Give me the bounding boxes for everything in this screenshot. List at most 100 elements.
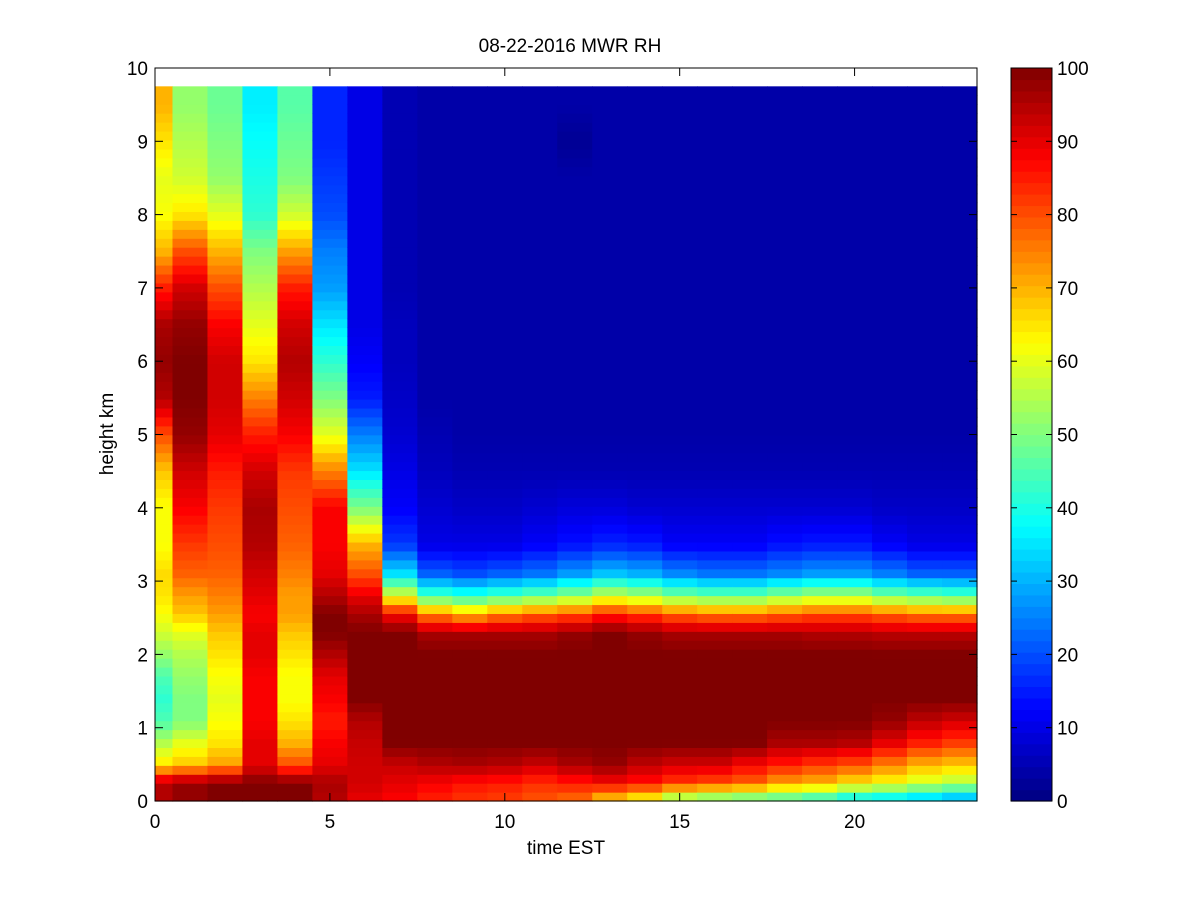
heatmap-cell — [557, 309, 593, 320]
heatmap-cell — [662, 327, 698, 338]
heatmap-cell — [452, 613, 488, 623]
heatmap-cell — [942, 425, 978, 436]
heatmap-cell — [172, 533, 209, 543]
heatmap-cell — [522, 372, 558, 382]
heatmap-cell — [942, 86, 978, 96]
heatmap-cell — [207, 264, 244, 275]
heatmap-cell — [172, 390, 209, 400]
heatmap-cell — [767, 684, 803, 695]
heatmap-cell — [207, 515, 244, 525]
heatmap-cell — [277, 256, 314, 266]
colorbar-band — [1011, 102, 1052, 115]
heatmap-cell — [207, 193, 244, 204]
heatmap-cell — [242, 175, 279, 186]
heatmap-cell — [767, 711, 803, 722]
heatmap-cell — [522, 595, 558, 606]
heatmap-cell — [627, 130, 663, 141]
heatmap-cell — [662, 747, 698, 757]
heatmap-cell — [417, 390, 453, 400]
heatmap-cell — [872, 193, 908, 204]
heatmap-cell — [207, 104, 244, 114]
heatmap-cell — [697, 550, 733, 561]
heatmap-cell — [487, 461, 523, 472]
heatmap-cell — [627, 738, 663, 748]
heatmap-cell — [242, 452, 279, 463]
heatmap-cell — [942, 175, 978, 186]
heatmap-cell — [557, 550, 593, 561]
heatmap-cell — [767, 756, 803, 766]
heatmap-cell — [172, 86, 209, 96]
heatmap-cell — [872, 479, 908, 489]
heatmap-cell — [242, 229, 279, 239]
heatmap-cell — [592, 711, 628, 722]
heatmap-cell — [802, 95, 838, 105]
heatmap-cell — [732, 318, 768, 329]
heatmap-cell — [942, 300, 978, 311]
heatmap-cell — [522, 291, 558, 302]
heatmap-cell — [767, 720, 803, 731]
heatmap-cell — [802, 113, 838, 123]
heatmap-cell — [382, 399, 418, 409]
heatmap-cell — [417, 148, 453, 159]
heatmap-cell — [592, 273, 628, 284]
heatmap-cell — [277, 202, 314, 212]
heatmap-cell — [312, 479, 348, 489]
heatmap-cell — [837, 229, 873, 239]
heatmap-cell — [242, 247, 279, 257]
heatmap-cell — [697, 675, 733, 686]
heatmap-cell — [802, 479, 838, 489]
heatmap-cell — [837, 506, 873, 516]
heatmap-cell — [697, 470, 733, 480]
colorbar-band — [1011, 331, 1052, 344]
heatmap-cell — [487, 399, 523, 409]
heatmap-cell — [627, 684, 663, 695]
heatmap-cell — [942, 238, 978, 248]
heatmap-cell — [452, 130, 488, 141]
heatmap-cell — [592, 130, 628, 141]
heatmap-cell — [662, 774, 698, 784]
heatmap-cell — [172, 568, 209, 579]
heatmap-cell — [382, 86, 418, 96]
heatmap-cell — [557, 479, 593, 489]
heatmap-cell — [907, 533, 943, 543]
heatmap-cell — [592, 184, 628, 195]
heatmap-cell — [837, 122, 873, 132]
heatmap-cell — [417, 568, 453, 579]
heatmap-cell — [382, 568, 418, 579]
heatmap-cell — [732, 122, 768, 132]
heatmap-cell — [347, 738, 383, 748]
heatmap-cell — [207, 765, 244, 775]
heatmap-cell — [942, 443, 978, 454]
heatmap-cell — [347, 756, 383, 766]
heatmap-cell — [487, 559, 523, 570]
heatmap-cell — [697, 220, 733, 230]
heatmap-cell — [662, 256, 698, 266]
heatmap-cell — [312, 148, 348, 159]
heatmap-cell — [802, 693, 838, 704]
heatmap-cell — [907, 649, 943, 659]
heatmap-cell — [242, 345, 279, 355]
heatmap-cell — [942, 461, 978, 472]
heatmap-cell — [767, 148, 803, 159]
heatmap-cell — [172, 202, 209, 212]
heatmap-cell — [942, 747, 978, 757]
heatmap-cell — [942, 595, 978, 606]
heatmap-cell — [627, 550, 663, 561]
heatmap-cell — [802, 318, 838, 329]
colorbar-tick-label: 40 — [1057, 499, 1078, 520]
heatmap-cell — [942, 559, 978, 570]
heatmap-cell — [487, 470, 523, 480]
heatmap-cell — [155, 202, 174, 212]
heatmap-cell — [382, 247, 418, 257]
heatmap-cell — [277, 157, 314, 168]
heatmap-cell — [522, 416, 558, 427]
heatmap-cell — [207, 729, 244, 740]
heatmap-cell — [452, 675, 488, 686]
heatmap-cell — [907, 86, 943, 96]
heatmap-cell — [942, 622, 978, 632]
heatmap-cell — [942, 470, 978, 480]
heatmap-cell — [382, 309, 418, 320]
heatmap-cell — [522, 238, 558, 248]
heatmap-cell — [277, 550, 314, 561]
heatmap-cell — [347, 139, 383, 150]
